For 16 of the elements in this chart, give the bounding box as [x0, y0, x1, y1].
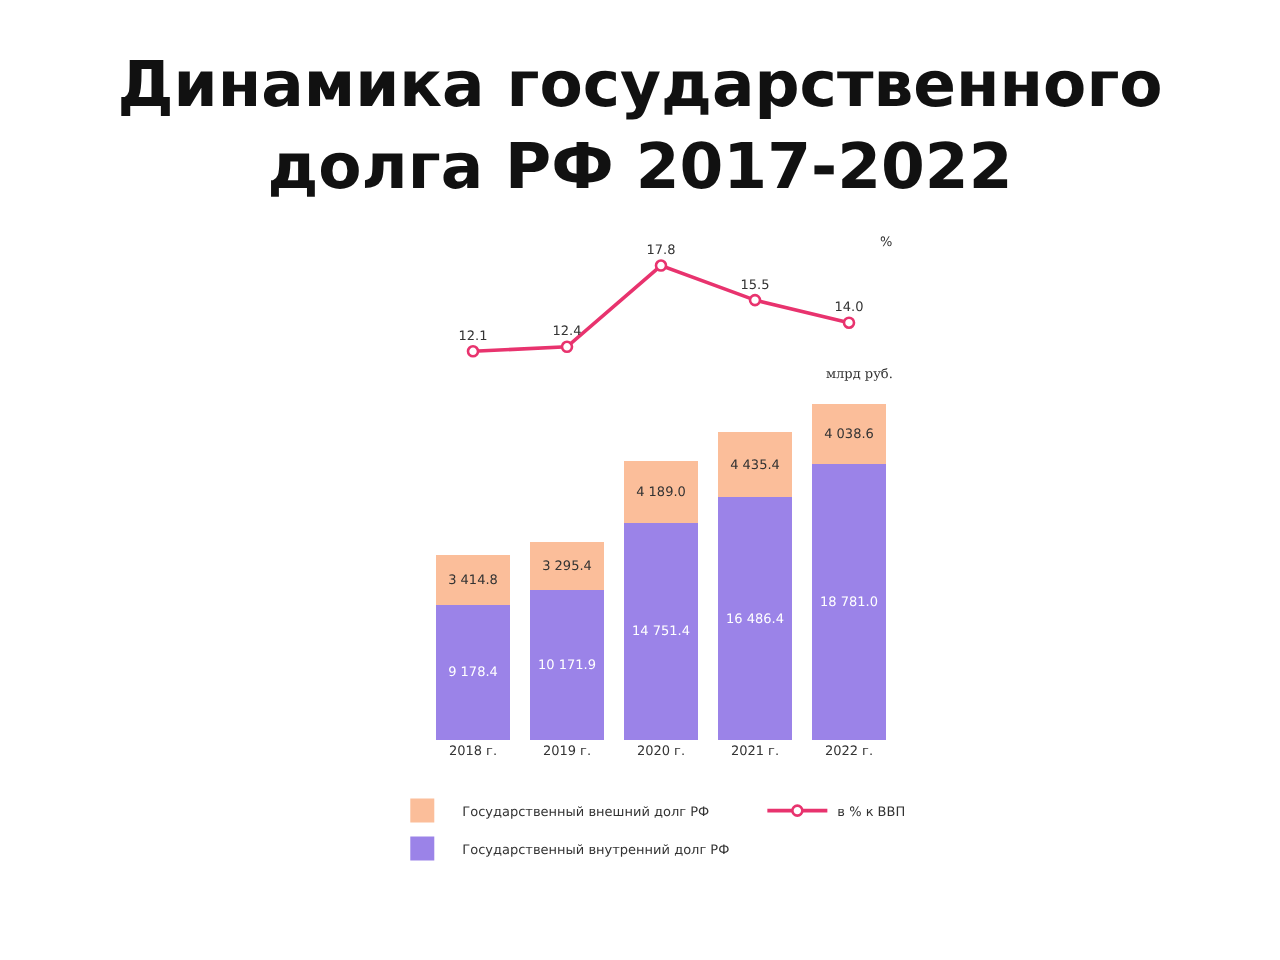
point — [842, 316, 856, 329]
bar — [623, 522, 699, 740]
bar — [717, 432, 793, 498]
point — [466, 345, 480, 358]
bar — [529, 541, 605, 591]
chart-title: Динамика государственного долга РФ 2017-2022 — [117, 49, 1163, 204]
point — [748, 293, 762, 307]
bar — [623, 461, 699, 523]
bar — [717, 497, 793, 740]
bar — [811, 463, 887, 740]
point — [560, 340, 574, 354]
point — [654, 259, 668, 272]
bar — [435, 604, 511, 740]
bar — [435, 554, 511, 605]
bar — [811, 404, 887, 464]
bar — [529, 590, 605, 740]
